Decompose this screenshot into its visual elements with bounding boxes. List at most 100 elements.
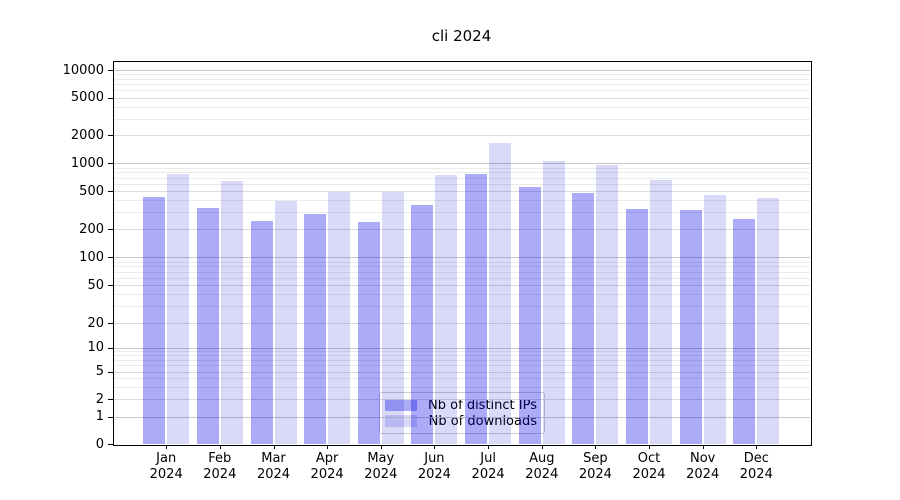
y-tick-label: 2 bbox=[95, 391, 104, 407]
y-tick bbox=[108, 163, 113, 165]
y-tick bbox=[108, 135, 113, 136]
bar-downloads-may bbox=[381, 191, 404, 444]
y-tick bbox=[108, 191, 113, 192]
y-tick bbox=[108, 70, 113, 71]
minor-gridline bbox=[113, 172, 810, 174]
x-tick bbox=[219, 445, 221, 449]
x-tick-label: Sep 2024 bbox=[578, 451, 612, 482]
y-tick bbox=[108, 416, 113, 418]
bar-downloads-sep bbox=[596, 165, 619, 444]
y-tick-label: 500 bbox=[79, 183, 104, 199]
minor-gridline bbox=[113, 106, 810, 108]
bar-distinct-ips-aug bbox=[518, 187, 541, 444]
y-tick-label: 10 bbox=[87, 340, 104, 355]
y-tick-label: 100 bbox=[79, 249, 104, 265]
y-tick bbox=[108, 323, 113, 324]
minor-gridline bbox=[113, 118, 810, 120]
x-tick bbox=[595, 445, 597, 449]
y-tick bbox=[108, 347, 113, 349]
y-tick-label: 50 bbox=[87, 277, 104, 293]
bar-distinct-ips-oct bbox=[626, 208, 648, 444]
x-tick-label: Jun 2024 bbox=[417, 451, 451, 482]
x-tick-label: Aug 2024 bbox=[525, 451, 559, 482]
x-tick bbox=[380, 445, 382, 449]
minor-gridline bbox=[113, 183, 810, 185]
decade-gridline bbox=[113, 70, 810, 71]
legend-item-downloads: Nb of downloads bbox=[385, 414, 537, 428]
decade-gridline bbox=[113, 163, 810, 165]
x-tick bbox=[273, 445, 275, 449]
y-tick-label: 1000 bbox=[70, 155, 104, 171]
x-tick bbox=[488, 445, 490, 449]
y-tick-label: 10000 bbox=[62, 62, 104, 78]
bar-distinct-ips-apr bbox=[304, 213, 327, 444]
bar-distinct-ips-dec bbox=[733, 219, 756, 444]
chart-title: cli 2024 bbox=[431, 27, 492, 45]
major-gridline bbox=[113, 135, 810, 136]
x-tick-label: Nov 2024 bbox=[686, 451, 720, 482]
bar-downloads-jun bbox=[435, 175, 458, 444]
y-tick-label: 0 bbox=[95, 436, 104, 452]
legend-label-distinct-ips: Nb of distinct IPs bbox=[428, 397, 537, 413]
bar-distinct-ips-feb bbox=[196, 208, 219, 444]
x-tick bbox=[756, 445, 758, 449]
bar-downloads-mar bbox=[274, 200, 297, 444]
minor-gridline bbox=[113, 74, 810, 76]
y-tick-label: 2000 bbox=[70, 127, 104, 143]
y-tick-label: 5 bbox=[95, 364, 104, 380]
bar-distinct-ips-may bbox=[357, 221, 380, 444]
x-tick-label: May 2024 bbox=[364, 451, 398, 482]
bar-distinct-ips-jun bbox=[411, 205, 434, 444]
minor-gridline bbox=[113, 177, 810, 179]
minor-gridline bbox=[113, 84, 810, 86]
y-tick bbox=[108, 97, 113, 99]
x-tick-label: Mar 2024 bbox=[256, 451, 291, 482]
x-tick-label: Jul 2024 bbox=[471, 451, 505, 482]
minor-gridline bbox=[113, 167, 810, 169]
bar-downloads-apr bbox=[328, 192, 351, 444]
x-tick-label: Dec 2024 bbox=[739, 451, 773, 482]
y-tick-label: 20 bbox=[87, 315, 104, 331]
bar-distinct-ips-sep bbox=[572, 192, 595, 444]
x-tick bbox=[327, 445, 329, 449]
y-tick bbox=[108, 285, 113, 286]
legend: Nb of distinct IPs Nb of downloads bbox=[379, 392, 545, 434]
bar-downloads-oct bbox=[650, 180, 672, 444]
bar-downloads-dec bbox=[757, 198, 780, 444]
y-tick bbox=[108, 257, 113, 259]
bar-distinct-ips-mar bbox=[250, 221, 273, 444]
major-gridline bbox=[113, 191, 810, 192]
legend-swatch-downloads bbox=[385, 415, 417, 427]
x-tick-label: Oct 2024 bbox=[632, 451, 666, 482]
x-tick bbox=[541, 445, 543, 449]
bar-downloads-nov bbox=[703, 195, 726, 444]
legend-item-distinct-ips: Nb of distinct IPs bbox=[385, 398, 537, 412]
minor-gridline bbox=[113, 78, 810, 80]
x-tick-label: Feb 2024 bbox=[203, 451, 237, 482]
x-tick bbox=[702, 445, 704, 449]
y-tick bbox=[108, 371, 113, 373]
legend-swatch-ips bbox=[385, 399, 417, 411]
minor-gridline bbox=[113, 90, 810, 92]
major-gridline bbox=[113, 97, 810, 99]
y-tick bbox=[108, 399, 113, 401]
legend-label-downloads: Nb of downloads bbox=[428, 413, 537, 429]
bar-downloads-aug bbox=[542, 160, 565, 444]
bar-downloads-jul bbox=[489, 142, 512, 444]
bar-downloads-jan bbox=[167, 173, 190, 444]
x-tick bbox=[166, 445, 168, 449]
bar-downloads-feb bbox=[220, 180, 243, 444]
bar-distinct-ips-jul bbox=[465, 174, 488, 444]
y-tick-label: 1 bbox=[95, 409, 104, 425]
y-tick-label: 200 bbox=[79, 221, 104, 237]
bar-distinct-ips-nov bbox=[679, 209, 702, 444]
x-tick bbox=[649, 445, 650, 449]
y-tick bbox=[108, 444, 113, 445]
x-tick bbox=[434, 445, 436, 449]
y-tick bbox=[108, 229, 113, 231]
x-tick-label: Apr 2024 bbox=[310, 451, 344, 482]
y-tick-label: 5000 bbox=[70, 90, 104, 106]
bar-distinct-ips-jan bbox=[143, 196, 166, 444]
x-tick-label: Jan 2024 bbox=[149, 451, 183, 482]
